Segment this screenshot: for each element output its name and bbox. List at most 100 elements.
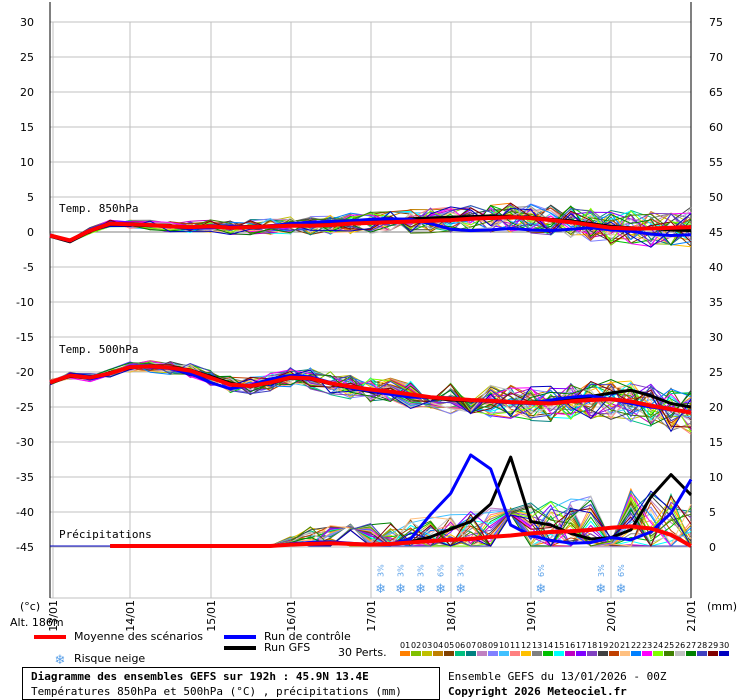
snowflake-icon: ❄ [435, 582, 446, 597]
right-tick-label: 0 [709, 541, 716, 554]
pert-number: 16 [565, 641, 575, 650]
pert-number: 20 [609, 641, 619, 650]
pert-color-swatch [466, 651, 476, 656]
footer-subtitle: Températures 850hPa et 500hPa (°C) , pré… [31, 685, 402, 698]
snow-risk-percent: 3% [377, 564, 386, 577]
left-tick-label: -15 [16, 331, 34, 344]
member-line-850 [49, 205, 692, 244]
pert-color-swatch [400, 651, 410, 656]
pert-number: 13 [532, 641, 542, 650]
left-tick-label: 10 [20, 156, 34, 169]
left-tick-label: 25 [20, 51, 34, 64]
right-tick-label: 10 [709, 471, 723, 484]
panel-label: Temp. 850hPa [59, 202, 138, 215]
copyright: Copyright 2026 Meteociel.fr [448, 685, 627, 698]
axis-ticks: 302520151050-5-10-15-20-25-30-35-40-4575… [16, 16, 723, 632]
left-tick-label: -5 [23, 261, 34, 274]
snow-risk-percent: 6% [617, 564, 626, 577]
pert-color-swatch [620, 651, 630, 656]
pert-number: 30 [719, 641, 729, 650]
left-tick-label: -45 [16, 541, 34, 554]
run-info: Ensemble GEFS du 13/01/2026 - 00Z [448, 670, 667, 683]
left-tick-label: 5 [27, 191, 34, 204]
right-tick-label: 30 [709, 331, 723, 344]
right-tick-label: 40 [709, 261, 723, 274]
left-tick-label: -40 [16, 506, 34, 519]
snowflake-icon: ❄ [595, 582, 606, 597]
pert-number: 23 [642, 641, 652, 650]
snow-risk-percent: 3% [397, 564, 406, 577]
left-tick-label: -35 [16, 471, 34, 484]
pert-color-swatch [686, 651, 696, 656]
pert-number: 01 [400, 641, 410, 650]
snowflake-icon: ❄ [535, 582, 546, 597]
legend-control-label: Run de contrôle [264, 630, 351, 643]
panel-label: Précipitations [59, 528, 152, 541]
pert-number: 27 [686, 641, 696, 650]
pert-number: 02 [411, 641, 421, 650]
pert-number: 17 [576, 641, 586, 650]
pert-color-swatch [411, 651, 421, 656]
x-tick-label: 14/01 [124, 600, 137, 632]
pert-color-swatch [609, 651, 619, 656]
right-tick-label: 25 [709, 366, 723, 379]
pert-color-swatch [543, 651, 553, 656]
pert-color-swatch [510, 651, 520, 656]
pert-number: 29 [708, 641, 718, 650]
pert-color-swatch [719, 651, 729, 656]
snow-risk-marker: 6% ❄ [435, 564, 446, 597]
snow-risk-marker: 3% ❄ [415, 564, 426, 597]
x-tick-label: 21/01 [685, 600, 698, 632]
pert-number: 05 [444, 641, 454, 650]
pert-color-swatch [664, 651, 674, 656]
alt-label: Alt. 186m [10, 616, 64, 629]
pert-number: 21 [620, 641, 630, 650]
left-tick-label: -30 [16, 436, 34, 449]
snowflake-icon: ❄ [415, 582, 426, 597]
pert-number: 18 [587, 641, 597, 650]
pert-color-swatch [565, 651, 575, 656]
left-tick-label: 20 [20, 86, 34, 99]
pert-color-swatch [642, 651, 652, 656]
right-tick-label: 35 [709, 296, 723, 309]
right-tick-label: 55 [709, 156, 723, 169]
left-axis-unit: (°c) [20, 600, 41, 613]
pert-color-swatch [598, 651, 608, 656]
x-tick-label: 16/01 [285, 600, 298, 632]
snow-risk-marker: 6% ❄ [535, 564, 546, 597]
pert-number: 14 [543, 641, 553, 650]
x-tick-label: 18/01 [445, 600, 458, 632]
member-line-850 [49, 209, 692, 242]
pert-color-swatch [587, 651, 597, 656]
pert-number: 22 [631, 641, 641, 650]
pert-color-swatch [477, 651, 487, 656]
x-tick-label: 15/01 [205, 600, 218, 632]
pert-color-swatch [433, 651, 443, 656]
pert-number: 08 [477, 641, 487, 650]
right-tick-label: 45 [709, 226, 723, 239]
left-tick-label: 0 [27, 226, 34, 239]
snow-risk-percent: 6% [437, 564, 446, 577]
member-line-850 [49, 204, 692, 247]
pert-color-swatch [554, 651, 564, 656]
snowflake-icon: ❄ [395, 582, 406, 597]
member-line-850 [49, 207, 692, 247]
series-line-t850 [49, 215, 692, 243]
left-tick-label: 30 [20, 16, 34, 29]
footer-title: Diagramme des ensembles GEFS sur 192h : … [31, 670, 369, 683]
pert-number: 19 [598, 641, 608, 650]
left-tick-label: -25 [16, 401, 34, 414]
x-tick-label: 20/01 [605, 600, 618, 632]
pert-number: 09 [488, 641, 498, 650]
pert-color-swatch [444, 651, 454, 656]
snowflake-icon: ❄ [615, 582, 626, 597]
pert-color-swatch [455, 651, 465, 656]
pert-color-swatch [675, 651, 685, 656]
footer-box: Diagramme des ensembles GEFS sur 192h : … [22, 667, 440, 700]
pert-number: 11 [510, 641, 520, 650]
pert-color-swatch [521, 651, 531, 656]
pert-color-swatch [708, 651, 718, 656]
snow-risk-percent: 6% [537, 564, 546, 577]
pert-color-swatch [697, 651, 707, 656]
pert-number: 03 [422, 641, 432, 650]
